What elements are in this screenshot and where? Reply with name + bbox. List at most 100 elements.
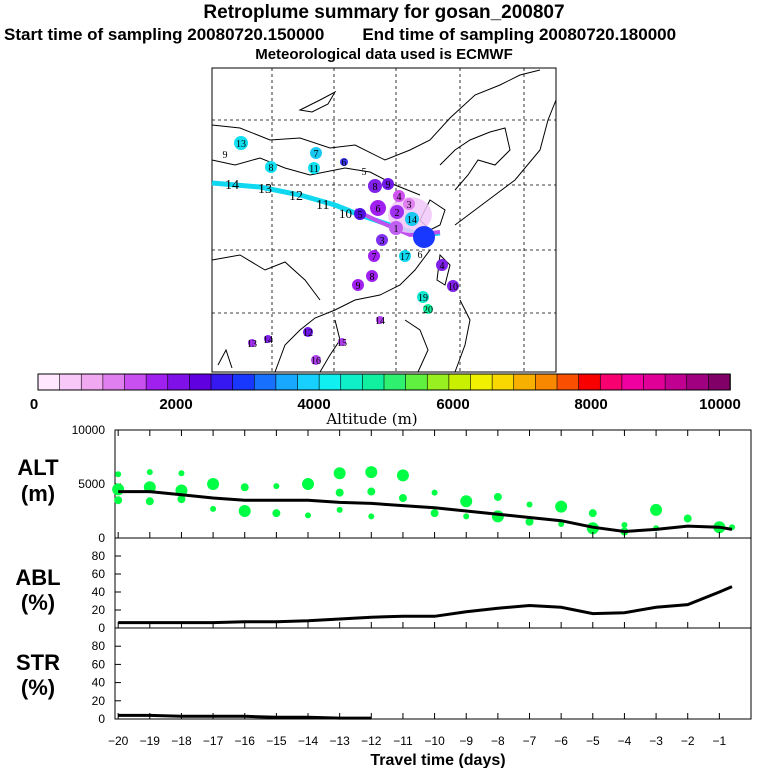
map-point-label: 20 xyxy=(423,305,433,316)
alt-scatter-point xyxy=(367,487,376,496)
map-point: 9 xyxy=(352,279,364,292)
map-point-marker xyxy=(399,250,411,262)
map-point-marker xyxy=(436,259,448,271)
y-tick-label: 5000 xyxy=(78,477,105,491)
x-tick-label: −20 xyxy=(108,734,129,748)
trajectory-label: 13 xyxy=(258,182,272,197)
alt-scatter-point xyxy=(460,495,473,508)
alt-scatter-point xyxy=(588,509,597,518)
map-point-marker xyxy=(354,208,366,220)
map-point-marker xyxy=(368,250,380,262)
str-ylabel-name: STR xyxy=(16,650,60,675)
map-point: 11 xyxy=(308,162,320,175)
map-point: 3 xyxy=(403,198,415,211)
map-point-marker xyxy=(447,280,459,292)
colorbar-tick-label: 0 xyxy=(30,396,38,413)
map-point-marker xyxy=(393,190,405,202)
alt-scatter-point xyxy=(333,467,346,480)
map-point-label: 9 xyxy=(386,180,391,191)
map-point: 4 xyxy=(436,259,448,272)
map-point-label: 3 xyxy=(407,200,412,211)
trajectory-label: 12 xyxy=(289,189,303,204)
alt-scatter-point xyxy=(335,488,344,497)
map-point-label: 8 xyxy=(370,272,375,283)
map-point: 7 xyxy=(310,147,322,160)
map-point-label: 6 xyxy=(418,250,423,261)
colorbar-cell xyxy=(59,373,83,391)
y-tick-label: 10000 xyxy=(72,423,106,437)
map-point-marker xyxy=(405,212,419,226)
alt-scatter-point xyxy=(302,478,315,490)
map-point-label: 1 xyxy=(394,224,399,235)
alt-scatter-point xyxy=(493,492,502,501)
alt-scatter-point xyxy=(365,466,378,479)
alt-y-axis: 0 5000 10000 xyxy=(72,423,121,545)
map-coastlines xyxy=(211,69,557,373)
x-tick-label: −17 xyxy=(203,734,224,748)
alt-scatter-point xyxy=(238,505,251,517)
map-point-label: 11 xyxy=(309,164,319,175)
colorbar-cell xyxy=(426,373,450,391)
map-point-label: 9 xyxy=(223,150,228,161)
trajectory-label: 11 xyxy=(316,198,329,213)
map-point-label: 14 xyxy=(407,215,417,226)
map-point-label: 4 xyxy=(440,261,445,272)
map-point-marker xyxy=(248,339,256,347)
abl-ylabel-name: ABL xyxy=(15,565,60,590)
map-point-marker xyxy=(310,147,322,159)
colorbar-cell xyxy=(448,373,472,391)
y-tick-label: 20 xyxy=(92,694,106,708)
colorbar-cell xyxy=(470,373,493,391)
x-tick-label: −3 xyxy=(649,734,663,748)
map-point: 13 xyxy=(234,136,248,150)
alt-scatter-point xyxy=(273,483,280,490)
alt-scatter-point xyxy=(398,494,407,503)
map-point: 3 xyxy=(376,234,388,247)
y-tick-label: 0 xyxy=(98,712,105,726)
map-point-label: 3 xyxy=(380,236,385,247)
alt-scatter-point xyxy=(430,509,439,518)
x-tick-label: −9 xyxy=(459,734,473,748)
x-tick-label: −2 xyxy=(681,734,695,748)
str-ylabel: STR (%) xyxy=(16,650,60,700)
y-tick-label: 80 xyxy=(92,639,106,653)
map-point: 15 xyxy=(337,338,347,349)
map-point-label: 16 xyxy=(311,356,321,367)
colorbar-tick-label: 8000 xyxy=(574,396,607,413)
alt-scatter-point xyxy=(210,505,217,512)
map-point-label: 2 xyxy=(395,208,400,219)
map-point-marker xyxy=(376,316,384,324)
map-point: 14 xyxy=(263,335,273,346)
alt-scatter-point xyxy=(396,469,409,482)
map-point-marker xyxy=(311,355,321,365)
colorbar-cell xyxy=(253,373,277,391)
alt-scatter-point xyxy=(114,496,123,505)
colorbar-tick-label: 6000 xyxy=(436,396,469,413)
y-tick-label: 60 xyxy=(92,657,106,671)
map-point-label: 6 xyxy=(342,158,347,169)
x-tick-label: −5 xyxy=(586,734,600,748)
x-tick-label: −1 xyxy=(713,734,727,748)
map-point: 13 xyxy=(247,339,257,350)
map-point-label: 12 xyxy=(303,328,313,339)
alt-scatter xyxy=(112,466,736,536)
alt-scatter-point xyxy=(491,510,504,523)
alt-scatter-point xyxy=(272,509,281,518)
map-point-marker xyxy=(265,161,277,173)
alt-scatter-point xyxy=(115,471,122,478)
alt-scatter-point xyxy=(683,514,692,523)
map-point-marker xyxy=(234,136,248,150)
map-point: 8 xyxy=(366,270,378,283)
map-point-marker xyxy=(390,205,404,219)
x-tick-label: −19 xyxy=(140,734,161,748)
map-point-label: 5 xyxy=(358,210,363,221)
map-point: 6 xyxy=(340,158,348,169)
map-point-label: 13 xyxy=(247,339,257,350)
x-tick-label: −11 xyxy=(393,734,413,748)
map-point-label: 10 xyxy=(448,282,458,293)
map-point: 9 xyxy=(382,178,394,191)
map-point: 4 xyxy=(393,190,405,203)
colorbar-cell xyxy=(686,373,710,391)
colorbar-tick-label: 10000 xyxy=(699,396,741,413)
map-point-label: 14 xyxy=(263,335,273,346)
